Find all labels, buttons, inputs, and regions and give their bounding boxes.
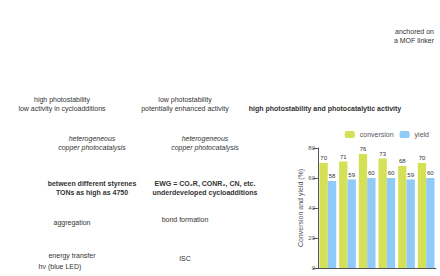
svg-text:high photostability and photoc: high photostability and photocatalytic a…	[249, 105, 402, 113]
svg-text:aggregation: aggregation	[54, 219, 91, 227]
svg-text:bond formation: bond formation	[162, 216, 209, 223]
svg-text:20: 20	[308, 235, 315, 241]
svg-text:anchored on: anchored on	[395, 28, 434, 35]
svg-text:hν (blue LED): hν (blue LED)	[39, 263, 82, 271]
svg-text:yield: yield	[415, 131, 430, 139]
svg-text:energy transfer: energy transfer	[48, 252, 96, 260]
svg-text:76: 76	[360, 146, 367, 152]
svg-text:TONs as high as 4750: TONs as high as 4750	[56, 189, 128, 197]
svg-text:potentially enhanced activity: potentially enhanced activity	[141, 105, 229, 113]
svg-text:68: 68	[399, 158, 406, 164]
svg-text:70: 70	[419, 155, 426, 161]
svg-text:40: 40	[308, 205, 315, 211]
svg-text:low photostability: low photostability	[158, 96, 212, 104]
svg-text:heterogeneous: heterogeneous	[69, 135, 116, 143]
svg-text:ISC: ISC	[179, 255, 191, 262]
svg-text:70: 70	[320, 155, 327, 161]
svg-text:80: 80	[308, 145, 315, 151]
svg-text:underdeveloped cycloadditions: underdeveloped cycloadditions	[152, 189, 257, 197]
svg-text:60: 60	[388, 170, 395, 176]
svg-text:60: 60	[308, 175, 315, 181]
svg-text:60: 60	[427, 170, 434, 176]
svg-text:heterogeneous: heterogeneous	[182, 135, 229, 143]
svg-text:60: 60	[368, 170, 375, 176]
svg-text:59: 59	[348, 172, 355, 178]
svg-text:high photostability: high photostability	[34, 96, 91, 104]
svg-text:71: 71	[340, 154, 347, 160]
svg-text:copper photocatalysis: copper photocatalysis	[171, 144, 239, 152]
svg-text:58: 58	[329, 173, 336, 179]
svg-text:low activity in cycloadditions: low activity in cycloadditions	[18, 105, 106, 113]
svg-text:copper photocatalysis: copper photocatalysis	[58, 144, 126, 152]
svg-text:EWG = CO₂R, CONR₂, CN, etc.: EWG = CO₂R, CONR₂, CN, etc.	[155, 180, 256, 188]
svg-text:59: 59	[407, 172, 414, 178]
svg-text:between different styrenes: between different styrenes	[48, 180, 137, 188]
svg-text:73: 73	[379, 151, 386, 157]
svg-text:conversion: conversion	[360, 131, 394, 138]
svg-text:Conversion and yield (%): Conversion and yield (%)	[297, 169, 305, 247]
svg-text:a MOF linker: a MOF linker	[394, 37, 435, 44]
svg-text:0: 0	[312, 265, 316, 271]
